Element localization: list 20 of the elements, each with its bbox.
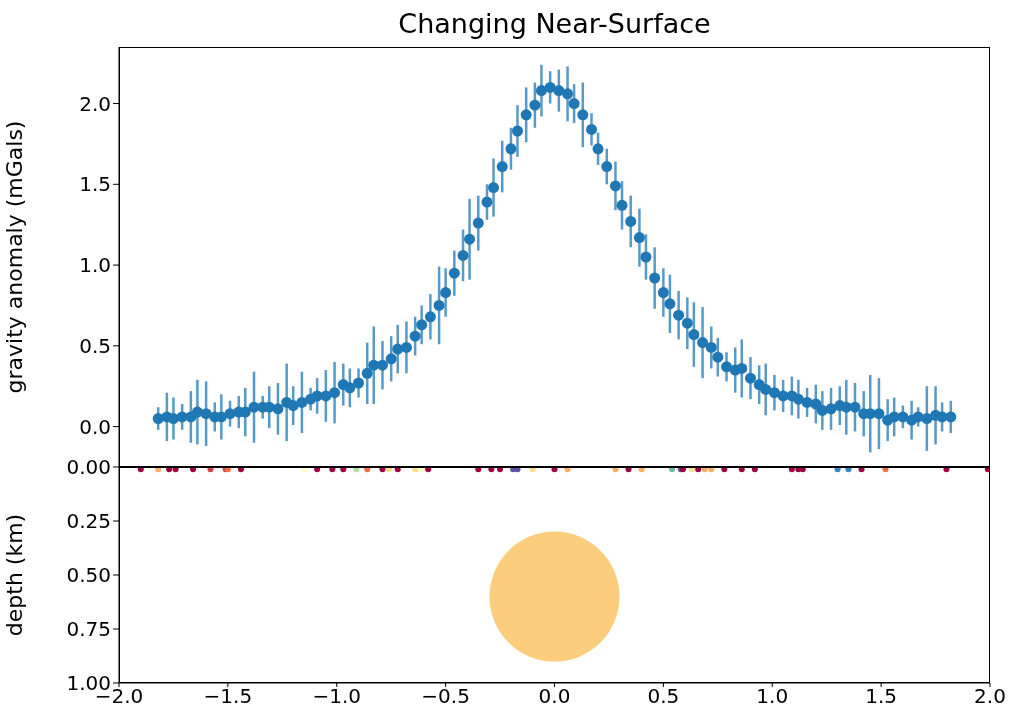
y-tick-label: 1.5 <box>79 172 111 197</box>
x-tick-label: 2.0 <box>974 684 1006 709</box>
x-tick-label: −1.5 <box>203 684 253 709</box>
x-tick-label: 0.0 <box>538 684 571 709</box>
y-axis-title: gravity anomaly (mGals) <box>1 120 27 394</box>
y-tick-label: 0.75 <box>66 617 111 642</box>
x-tick-label: −1.0 <box>312 684 362 709</box>
y-tick-label: 1.0 <box>79 253 111 278</box>
y-axis-title: depth (km) <box>1 513 27 637</box>
y-tick-label: 2.0 <box>79 91 111 116</box>
y-tick-label: 0.25 <box>66 509 111 534</box>
x-tick-label: 1.0 <box>756 684 789 709</box>
y-tick-label: 0.50 <box>66 563 111 588</box>
x-tick-label: −0.5 <box>421 684 470 709</box>
y-tick-label: 0.5 <box>79 333 111 358</box>
x-tick-label: 1.5 <box>865 684 898 709</box>
x-tick-label: 0.5 <box>647 684 680 709</box>
y-tick-label: 0.00 <box>66 455 111 480</box>
y-tick-label: 0.0 <box>79 414 111 439</box>
chart-title: Changing Near-Surface <box>397 8 712 39</box>
